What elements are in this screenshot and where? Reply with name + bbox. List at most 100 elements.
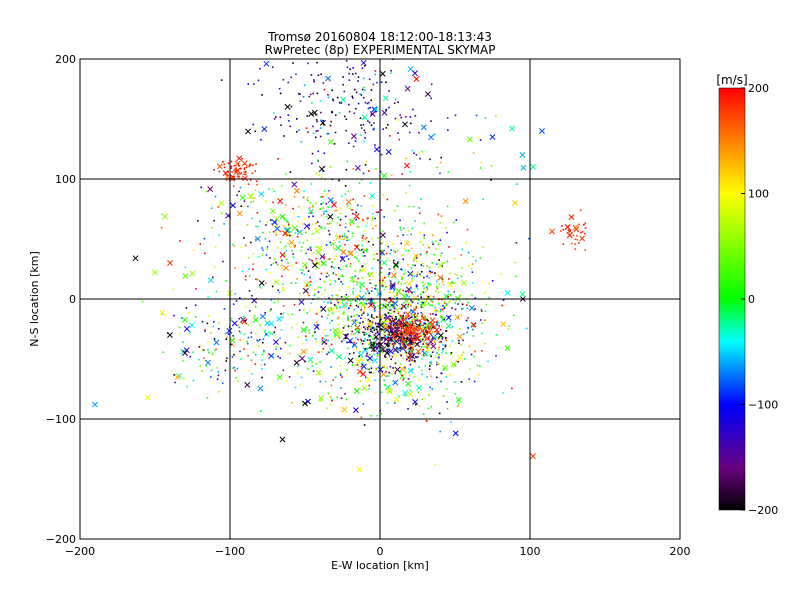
data-point (428, 394, 430, 396)
data-point (370, 316, 373, 318)
data-point (232, 345, 235, 347)
data-point (361, 67, 364, 70)
data-point (254, 170, 257, 172)
data-point (327, 132, 330, 135)
data-point (376, 348, 378, 350)
data-point (331, 201, 337, 208)
data-point (381, 263, 383, 266)
data-point (415, 305, 418, 308)
data-point (357, 80, 359, 82)
data-point (308, 224, 311, 227)
data-point (320, 272, 323, 275)
data-point (434, 325, 437, 328)
data-point (393, 307, 396, 310)
data-point (447, 295, 449, 298)
data-point (343, 115, 346, 118)
data-point (461, 267, 463, 269)
data-point (273, 258, 276, 260)
data-point (357, 76, 360, 79)
data-point (272, 230, 275, 233)
data-point (312, 215, 314, 218)
data-point (435, 309, 438, 312)
data-point (400, 303, 407, 310)
data-point (359, 302, 362, 304)
data-point (226, 327, 233, 334)
data-point (460, 314, 463, 317)
data-point (356, 226, 358, 228)
data-point (422, 324, 425, 326)
data-point (340, 275, 342, 278)
data-point (327, 308, 330, 310)
data-point (383, 288, 385, 291)
data-point (462, 308, 464, 310)
data-point (390, 340, 393, 343)
data-point (371, 205, 374, 208)
data-point (428, 284, 431, 287)
data-point (272, 188, 275, 190)
data-point (419, 321, 422, 323)
data-point (286, 242, 289, 245)
data-point (423, 351, 430, 358)
data-point (384, 356, 387, 358)
data-point (307, 62, 309, 65)
data-point (422, 281, 424, 284)
data-point (354, 337, 357, 339)
data-point (404, 316, 407, 318)
data-point (367, 101, 370, 104)
data-point (566, 232, 569, 234)
data-point (345, 333, 347, 336)
data-point (410, 321, 412, 323)
data-point (467, 317, 469, 319)
data-point (227, 333, 230, 335)
data-point (429, 304, 432, 307)
data-point (366, 290, 369, 293)
data-point (372, 106, 379, 113)
x-tick-label: 100 (520, 545, 541, 558)
data-point (287, 114, 290, 116)
data-point (429, 158, 431, 161)
data-point (359, 287, 362, 289)
data-point (326, 272, 329, 275)
data-point (374, 379, 376, 381)
data-point (207, 341, 209, 343)
data-point (269, 309, 272, 312)
data-point (264, 329, 267, 332)
data-point (290, 282, 293, 284)
data-point (436, 352, 438, 354)
data-point (307, 131, 309, 133)
data-point (214, 195, 217, 198)
data-point (399, 323, 401, 326)
data-point (311, 209, 313, 212)
data-point (388, 342, 391, 345)
data-point (339, 212, 341, 215)
data-point (386, 350, 389, 352)
data-point (247, 205, 249, 208)
data-point (200, 344, 203, 347)
data-point (327, 258, 329, 260)
data-point (417, 339, 420, 341)
data-point (426, 288, 429, 290)
data-point (199, 243, 202, 245)
data-point (366, 352, 368, 355)
data-point (319, 119, 326, 126)
data-point (360, 124, 362, 126)
data-point (439, 308, 442, 311)
data-point (230, 319, 233, 322)
data-point (480, 310, 483, 313)
data-point (261, 376, 263, 379)
data-point (370, 113, 373, 115)
data-point (311, 102, 313, 104)
data-point (346, 255, 348, 257)
data-point (208, 314, 210, 317)
data-point (360, 249, 362, 252)
data-point (279, 357, 281, 359)
data-point (351, 276, 354, 278)
data-point (380, 337, 383, 340)
data-point (454, 314, 461, 321)
data-point (369, 320, 371, 322)
data-point (424, 364, 426, 367)
data-point (321, 315, 323, 318)
data-point (394, 342, 396, 345)
data-point (446, 117, 449, 119)
data-point (336, 96, 339, 99)
